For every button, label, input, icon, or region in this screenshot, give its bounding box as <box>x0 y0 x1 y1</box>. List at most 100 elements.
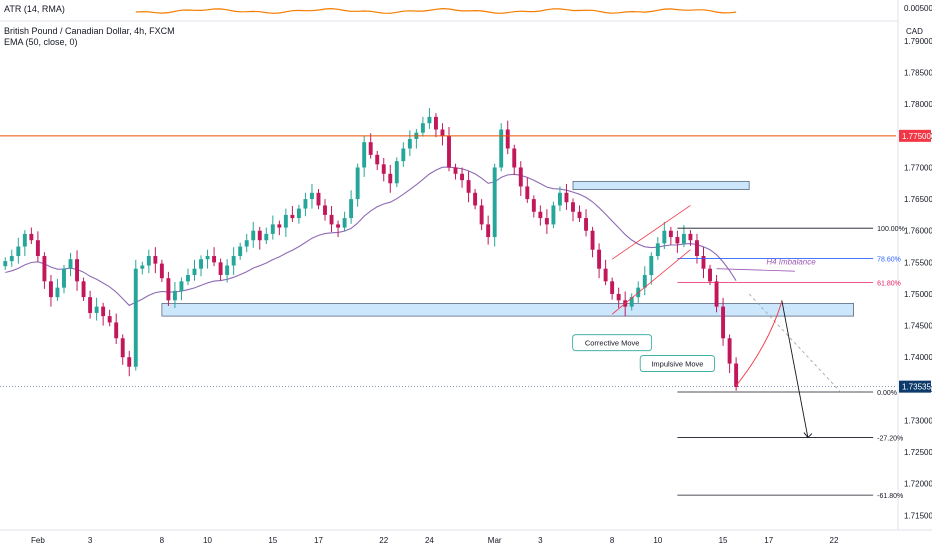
candle <box>714 275 719 313</box>
candle <box>231 247 236 275</box>
candle <box>492 163 497 247</box>
candle <box>538 205 543 226</box>
candle <box>179 277 184 301</box>
drawings <box>611 205 841 439</box>
candle-body <box>199 259 203 269</box>
candle <box>571 198 575 222</box>
price-tick: 1.72500 <box>904 448 932 457</box>
candle-body <box>505 129 510 149</box>
last-price-tag-text: 1.73535 <box>902 383 931 392</box>
candle <box>440 123 445 146</box>
candle-body <box>466 180 471 193</box>
candle <box>9 249 14 267</box>
candle-body <box>668 230 673 238</box>
time-tick: 22 <box>379 536 388 545</box>
candle-body <box>29 233 34 241</box>
candle-body <box>701 256 706 269</box>
candle <box>675 230 680 253</box>
candle-body <box>270 224 275 234</box>
candle-body <box>460 173 465 181</box>
candle-body <box>688 233 693 241</box>
imbalance-arrow <box>716 268 795 272</box>
candle <box>342 211 347 232</box>
candle <box>159 259 164 282</box>
time-tick: 3 <box>538 536 543 545</box>
candle <box>512 144 517 176</box>
dashed-projection <box>748 293 841 393</box>
candle <box>290 206 295 222</box>
candle <box>407 130 412 157</box>
candle <box>166 271 171 306</box>
time-tick: 22 <box>830 536 839 545</box>
atr-legend[interactable]: ATR (14, RMA) <box>4 4 65 15</box>
candle-body <box>238 246 243 257</box>
candle <box>244 233 249 253</box>
time-tick: 10 <box>203 536 212 545</box>
candle-body <box>695 240 699 257</box>
candle-body <box>512 148 517 168</box>
candle-body <box>179 281 184 291</box>
candle-body <box>218 262 223 275</box>
ema-legend: EMA (50, close, 0) <box>4 37 78 47</box>
callout-box <box>639 355 715 372</box>
fib-level-label: 0.00% <box>877 390 897 397</box>
candle <box>68 252 73 277</box>
channel-lower <box>611 249 691 315</box>
candle-body <box>662 230 667 244</box>
candle-body <box>394 161 399 184</box>
candle-body <box>55 287 60 298</box>
price-tick: 1.76500 <box>904 195 932 204</box>
candle <box>473 188 478 210</box>
candle <box>218 258 223 281</box>
projection-arrowhead <box>803 432 813 439</box>
candle <box>447 126 451 172</box>
candle <box>355 163 360 207</box>
candle <box>401 142 406 167</box>
candle-body <box>597 249 602 269</box>
candle-body <box>440 129 445 136</box>
candle <box>655 237 660 260</box>
annotations: Corrective Move Impulsive Move H4 Imbalanc… <box>572 258 816 372</box>
time-tick: 3 <box>88 536 93 545</box>
currency-label: CAD <box>906 27 923 36</box>
candle <box>225 259 230 283</box>
candle-body <box>655 243 660 257</box>
candle-body <box>427 116 432 124</box>
candle-body <box>453 167 458 174</box>
axis-price-labels: 1.77500 1.73535 <box>899 129 931 393</box>
candle <box>649 252 654 285</box>
candle-body <box>264 233 269 241</box>
candle-body <box>114 322 119 339</box>
candle-body <box>101 306 106 317</box>
candle <box>681 225 686 248</box>
candle <box>107 309 112 327</box>
candle <box>316 188 321 210</box>
candle <box>460 167 465 188</box>
atr-pane: 0.00500 <box>0 4 932 22</box>
candle-body <box>35 240 40 257</box>
candle-body <box>166 278 171 301</box>
candle <box>610 277 615 300</box>
candle <box>662 221 667 250</box>
main-legend[interactable]: British Pound / Canadian Dollar, 4h, FXC… <box>4 26 175 48</box>
candle-body <box>172 290 177 301</box>
time-tick: 17 <box>314 536 323 545</box>
candle <box>557 186 562 212</box>
candle <box>153 247 158 274</box>
candle <box>114 313 119 344</box>
candle <box>283 208 288 238</box>
candle-body <box>81 281 86 298</box>
price-tick: 1.72000 <box>904 480 932 489</box>
candle-body <box>88 297 93 313</box>
candle-body <box>420 123 425 133</box>
candle-body <box>316 192 321 206</box>
candle <box>688 230 693 246</box>
candle-body <box>153 256 158 264</box>
candle <box>375 151 380 171</box>
candle-body <box>551 205 556 225</box>
time-tick: 17 <box>764 536 773 545</box>
candle-body <box>714 281 719 307</box>
candle <box>381 157 386 182</box>
candles <box>3 108 739 391</box>
